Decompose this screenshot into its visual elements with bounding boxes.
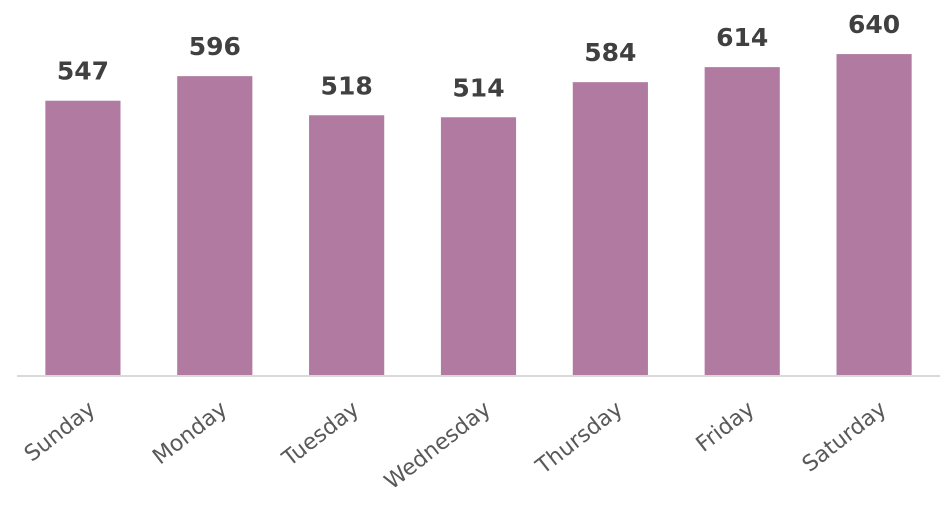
bar: [309, 115, 385, 375]
data-label: 514: [452, 73, 504, 102]
data-label: 640: [848, 10, 900, 39]
x-tick-label: Saturday: [798, 397, 892, 478]
bar: [704, 67, 780, 375]
bar: [836, 54, 912, 375]
bar: [572, 82, 648, 375]
x-tick-label: Thursday: [531, 397, 628, 480]
x-tick-label: Tuesday: [277, 397, 364, 472]
data-label: 518: [321, 71, 373, 100]
bar: [45, 100, 121, 376]
data-label: 547: [57, 57, 109, 86]
bar: [440, 117, 517, 375]
x-tick-label: Monday: [148, 397, 232, 470]
x-tick-label: Sunday: [20, 397, 100, 467]
data-label: 614: [716, 23, 768, 52]
x-tick-label: Wednesday: [380, 397, 496, 495]
data-label: 596: [189, 32, 241, 61]
x-tick-label: Friday: [692, 397, 760, 458]
bar: [177, 76, 253, 376]
data-label: 584: [584, 38, 636, 67]
